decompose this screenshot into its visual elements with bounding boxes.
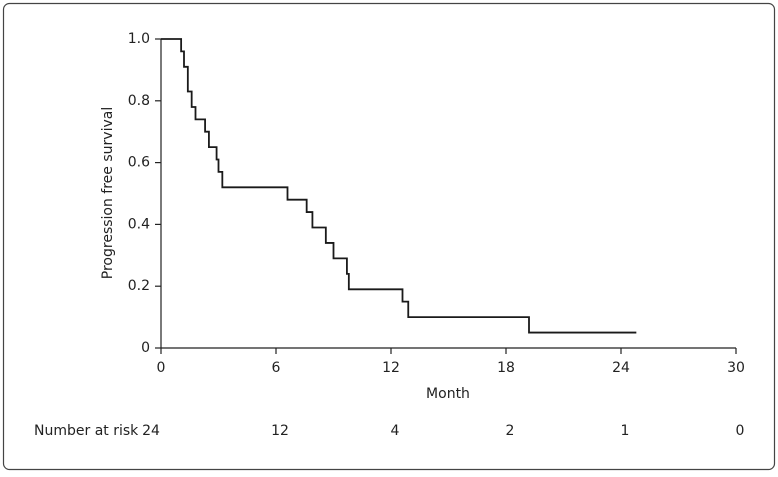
x-tick-label: 18 <box>497 360 515 376</box>
y-tick-label: 0.4 <box>128 216 150 232</box>
risk-value: 24 <box>142 423 160 439</box>
y-tick-label: 1.0 <box>128 31 150 47</box>
risk-value: 0 <box>736 423 745 439</box>
x-tick-label: 12 <box>382 360 400 376</box>
survival-curve <box>161 38 637 334</box>
y-tick-label: 0.8 <box>128 93 150 109</box>
x-tick-label: 6 <box>272 360 281 376</box>
risk-value: 2 <box>506 423 515 439</box>
y-axis-label: Progression free survival <box>100 107 116 279</box>
x-tick-label: 0 <box>157 360 166 376</box>
x-axis-label: Month <box>426 386 470 402</box>
risk-value: 12 <box>271 423 289 439</box>
risk-label: Number at risk <box>34 423 139 439</box>
x-tick-label: 24 <box>612 360 630 376</box>
y-tick-label: 0 <box>141 340 150 356</box>
frame <box>2 2 776 471</box>
risk-value: 1 <box>621 423 630 439</box>
y-tick-label: 0.2 <box>128 278 150 294</box>
y-tick-label: 0.6 <box>128 155 150 171</box>
risk-value: 4 <box>391 423 400 439</box>
x-tick-label: 30 <box>727 360 745 376</box>
